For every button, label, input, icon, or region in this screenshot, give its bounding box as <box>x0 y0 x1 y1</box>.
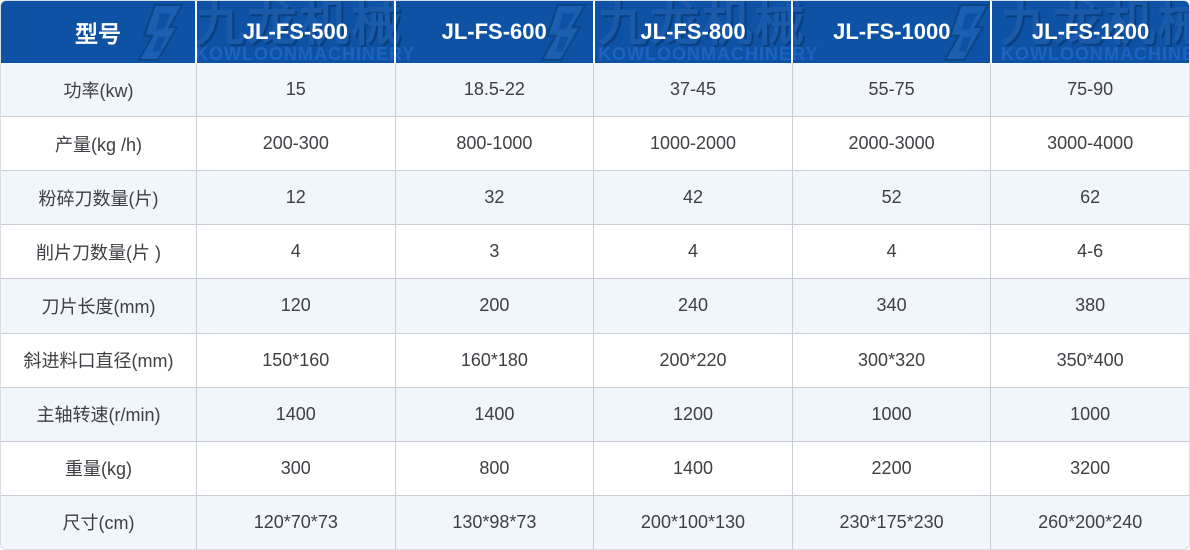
row-label: 重量(kg) <box>1 441 197 495</box>
spec-cell: 1400 <box>396 387 595 441</box>
table-row-crusher-blades: 粉碎刀数量(片) 12 32 42 52 62 <box>1 171 1189 226</box>
table-body: 功率(kw) 15 18.5-22 37-45 55-75 75-90 产量(k… <box>1 63 1189 549</box>
spec-cell: 200-300 <box>197 117 396 171</box>
spec-cell: 2200 <box>793 441 992 495</box>
spec-cell: 260*200*240 <box>1038 511 1143 532</box>
header-cell-model-jl-fs-600: JL-FS-600 <box>396 1 595 63</box>
spec-cell: 300*320 <box>793 333 992 387</box>
table-header-row: 九龙机械 KOWLOONMACHINERY 九龙机械 KOWLOONMACHIN… <box>1 1 1189 63</box>
row-label: 刀片长度(mm) <box>1 279 197 333</box>
row-label: 斜进料口直径(mm) <box>1 333 197 387</box>
spec-cell: 4 <box>793 225 992 279</box>
spec-cell: 3000-4000 <box>1047 133 1134 154</box>
row-label: 尺寸(cm) <box>1 495 197 549</box>
spec-cell: 32 <box>396 171 595 225</box>
spec-cell: 800-1000 <box>396 117 595 171</box>
spec-cell: 230*175*230 <box>793 495 992 549</box>
spec-cell: 1200 <box>594 387 793 441</box>
spec-cell: 350*400 <box>1056 349 1124 370</box>
table-row-inlet-diameter: 斜进料口直径(mm) 150*160 160*180 200*220 300*3… <box>1 333 1189 388</box>
header-cell-model-jl-fs-1200: JL-FS-1200 <box>1031 19 1150 44</box>
spec-cell: 120*70*73 <box>197 495 396 549</box>
spec-cell: 200*100*130 <box>594 495 793 549</box>
spec-cell: 2000-3000 <box>793 117 992 171</box>
spec-cell: 4 <box>197 225 396 279</box>
row-label: 削片刀数量(片 ) <box>1 225 197 279</box>
row-label: 产量(kg /h) <box>1 117 197 171</box>
table-row-weight: 重量(kg) 300 800 1400 2200 3200 <box>1 441 1189 496</box>
spec-cell: 240 <box>594 279 793 333</box>
table-row-power: 功率(kw) 15 18.5-22 37-45 55-75 75-90 <box>1 63 1189 118</box>
row-label: 主轴转速(r/min) <box>1 387 197 441</box>
spec-cell: 1000 <box>793 387 992 441</box>
spec-cell: 160*180 <box>396 333 595 387</box>
spec-cell: 18.5-22 <box>396 63 595 117</box>
row-label: 粉碎刀数量(片) <box>1 171 197 225</box>
spec-cell: 1400 <box>197 387 396 441</box>
header-cell-model-label: 型号 <box>1 1 197 63</box>
spec-cell: 200 <box>396 279 595 333</box>
table-row-chipper-blades: 削片刀数量(片 ) 4 3 4 4 4-6 <box>1 225 1189 280</box>
spec-cell: 75-90 <box>1067 79 1114 100</box>
spec-cell: 150*160 <box>197 333 396 387</box>
spec-cell: 1000-2000 <box>594 117 793 171</box>
header-cell-model-jl-fs-500: JL-FS-500 <box>197 1 396 63</box>
spec-cell: 55-75 <box>793 63 992 117</box>
spec-cell: 200*220 <box>594 333 793 387</box>
table-row-spindle-speed: 主轴转速(r/min) 1400 1400 1200 1000 1000 <box>1 387 1189 442</box>
spec-cell: 340 <box>793 279 992 333</box>
spec-cell: 62 <box>1080 187 1101 208</box>
spec-cell: 300 <box>197 441 396 495</box>
table-row-dimensions: 尺寸(cm) 120*70*73 130*98*73 200*100*130 2… <box>1 495 1189 549</box>
spec-cell: 52 <box>793 171 992 225</box>
spec-cell: 37-45 <box>594 63 793 117</box>
spec-cell: 1400 <box>594 441 793 495</box>
row-label: 功率(kw) <box>1 63 197 117</box>
table-row-blade-length: 刀片长度(mm) 120 200 240 340 380 <box>1 279 1189 334</box>
spec-cell: 4 <box>594 225 793 279</box>
spec-cell: 42 <box>594 171 793 225</box>
spec-cell: 800 <box>396 441 595 495</box>
spec-cell: 15 <box>197 63 396 117</box>
spec-cell: 120 <box>197 279 396 333</box>
spec-cell: 4-6 <box>1077 241 1104 262</box>
spec-cell: 12 <box>197 171 396 225</box>
table-row-output: 产量(kg /h) 200-300 800-1000 1000-2000 200… <box>1 117 1189 172</box>
header-cell-model-jl-fs-1000: JL-FS-1000 <box>793 1 993 63</box>
spec-cell: 380 <box>1075 295 1106 316</box>
header-cell-model-jl-fs-800: JL-FS-800 <box>595 1 794 63</box>
spec-cell: 130*98*73 <box>396 495 595 549</box>
spec-cell: 3200 <box>1070 457 1111 478</box>
spec-cell: 1000 <box>1070 403 1111 424</box>
spec-cell: 3 <box>396 225 595 279</box>
